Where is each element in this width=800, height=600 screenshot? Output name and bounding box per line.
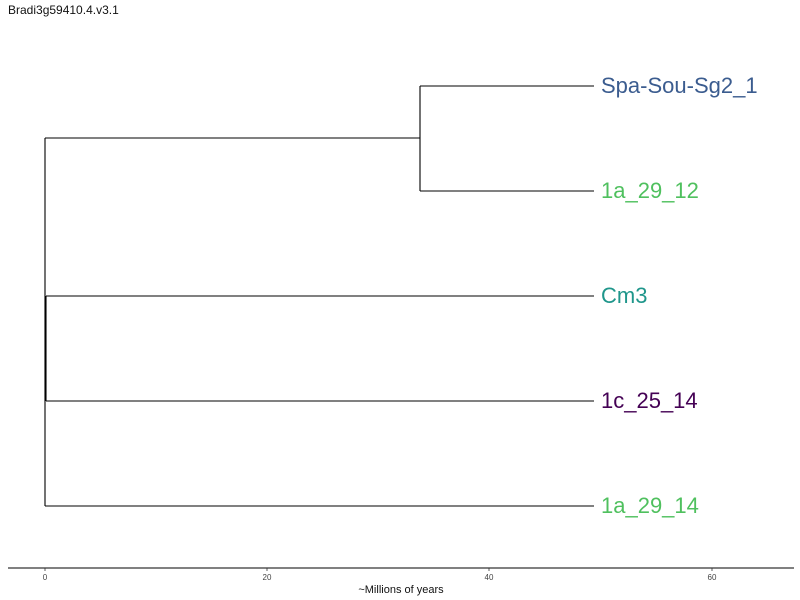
- axis-title: ~Millions of years: [358, 584, 444, 596]
- tick-label: 20: [263, 573, 272, 582]
- tick-label: 60: [708, 573, 717, 582]
- leaf-label: Cm3: [601, 283, 647, 308]
- leaf-label: 1c_25_14: [601, 388, 698, 413]
- tick-label: 40: [485, 573, 494, 582]
- leaf-label: Spa-Sou-Sg2_1: [601, 73, 758, 98]
- time-axis: 0 20 40 60 ~Millions of years: [8, 567, 794, 596]
- leaf-label: 1a_29_14: [601, 493, 699, 518]
- tick-label: 0: [43, 573, 48, 582]
- tree-branches: [44, 85, 594, 507]
- page-title: Bradi3g59410.4.v3.1: [8, 3, 119, 17]
- leaf-label: 1a_29_12: [601, 178, 699, 203]
- leaf-labels: Spa-Sou-Sg2_1 1a_29_12 Cm3 1c_25_14 1a_2…: [601, 73, 758, 518]
